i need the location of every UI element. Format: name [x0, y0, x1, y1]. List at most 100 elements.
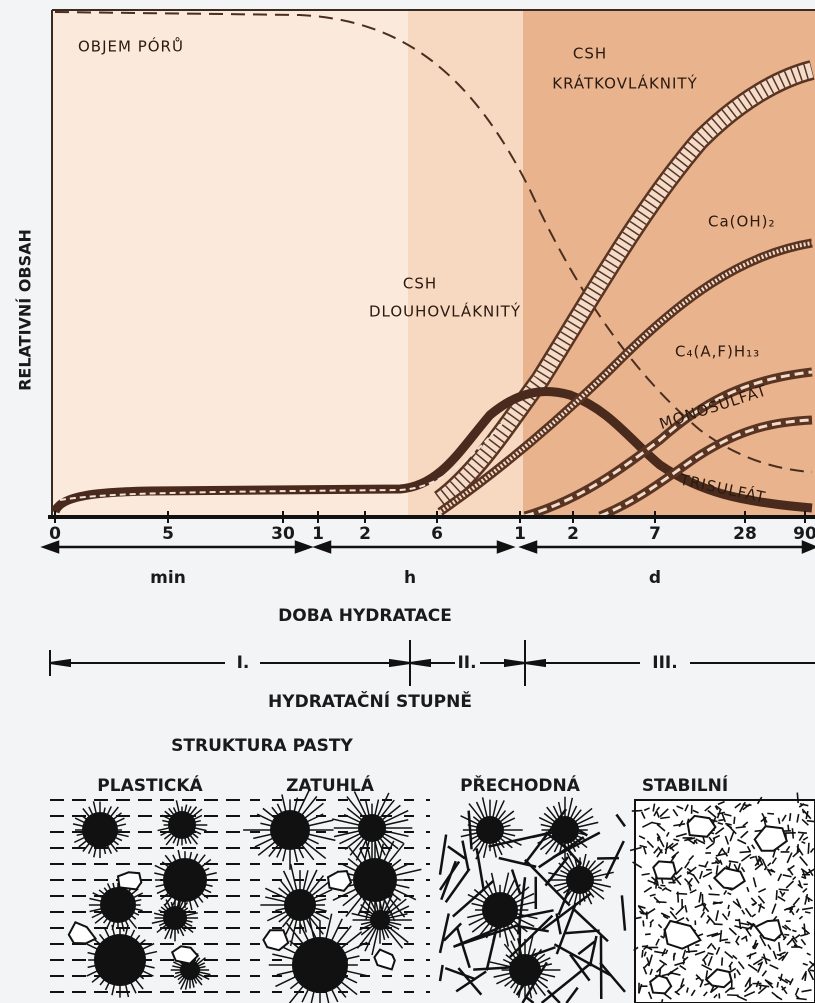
- fiber: [590, 936, 596, 966]
- fiber: [622, 895, 625, 930]
- structure-pictures: [50, 789, 815, 1003]
- fine-fiber: [727, 995, 739, 996]
- y-axis-label: RELATIVNÍ OBSAH: [16, 229, 35, 391]
- core: [476, 816, 504, 844]
- fine-fiber: [798, 832, 807, 833]
- structure-title: STRUKTURA PASTY: [171, 736, 353, 756]
- fine-fiber: [656, 882, 657, 888]
- tick-label: 0: [49, 524, 61, 544]
- fiber: [440, 965, 443, 981]
- pore-volume-label: OBJEM PÓRŮ: [78, 37, 184, 56]
- fiber: [564, 931, 599, 934]
- particle: [548, 853, 614, 905]
- fine-fiber: [740, 852, 751, 853]
- fine-fiber: [686, 951, 697, 952]
- core: [100, 887, 136, 923]
- core: [482, 892, 518, 928]
- particle: [154, 850, 216, 912]
- grain: [328, 871, 351, 891]
- time-axis-title: DOBA HYDRATACE: [278, 606, 452, 626]
- tick-label: 28: [733, 524, 757, 544]
- fine-fiber: [790, 813, 791, 821]
- grain: [653, 861, 676, 878]
- fine-fiber: [808, 843, 809, 854]
- fine-fiber: [713, 902, 721, 903]
- calcium-hydroxide-label: Ca(OH)₂: [708, 213, 775, 231]
- fine-fiber: [645, 934, 651, 935]
- grain: [69, 922, 96, 943]
- structure-label: PŘECHODNÁ: [460, 774, 581, 796]
- particle: [158, 800, 208, 846]
- core: [509, 954, 541, 986]
- fiber: [440, 835, 446, 875]
- fine-fiber: [797, 844, 798, 853]
- stages-title: HYDRATAČNÍ STUPNĚ: [268, 690, 472, 712]
- fine-fiber: [805, 912, 810, 913]
- csh-short-label: KRÁTKOVLÁKNITÝ: [552, 74, 698, 93]
- csh-long-label: DLOUHOVLÁKNITÝ: [369, 302, 521, 321]
- fine-fiber: [776, 890, 777, 900]
- stage-label: II.: [457, 653, 476, 673]
- tick-label: 6: [431, 524, 443, 544]
- fine-fiber: [676, 893, 687, 894]
- fiber: [616, 815, 625, 827]
- core: [353, 858, 397, 902]
- fine-fiber: [779, 889, 789, 890]
- diagram: OBJEM PÓRŮ CSH KRÁTKOVLÁKNITÝ CSH DLOUHO…: [0, 0, 815, 1003]
- core: [284, 889, 316, 921]
- stage-line: [50, 640, 815, 686]
- fine-fiber: [660, 885, 665, 886]
- c4afh13-label: C₄(A,F)H₁₃: [675, 343, 760, 361]
- fiber: [600, 963, 625, 992]
- fiber: [440, 914, 449, 953]
- fine-fiber: [746, 937, 747, 941]
- core: [163, 858, 207, 902]
- particle: [87, 925, 157, 998]
- tick-label: 30: [271, 524, 295, 544]
- fiber: [448, 846, 465, 858]
- stage-label: I.: [237, 653, 250, 673]
- fiber: [526, 997, 534, 1003]
- core: [551, 816, 579, 844]
- fine-fiber: [722, 957, 723, 965]
- grain: [118, 872, 141, 889]
- fine-fiber: [632, 811, 643, 812]
- core: [566, 866, 594, 894]
- particle: [243, 789, 335, 870]
- particle: [152, 896, 198, 941]
- unit-label: min: [150, 568, 186, 588]
- fiber: [462, 841, 468, 870]
- fine-fiber: [784, 935, 789, 936]
- fine-fiber: [767, 813, 774, 814]
- unit-label: d: [649, 568, 661, 588]
- fiber: [457, 927, 470, 968]
- fiber: [441, 861, 455, 899]
- structure-label: PLASTICKÁ: [97, 774, 203, 796]
- particle: [490, 935, 561, 999]
- core: [270, 810, 310, 850]
- fine-fiber: [728, 905, 729, 909]
- fine-fiber: [807, 821, 814, 822]
- fine-fiber: [728, 847, 729, 853]
- core: [94, 934, 146, 986]
- core: [370, 910, 390, 930]
- fine-fiber: [746, 805, 752, 806]
- fine-fiber: [788, 825, 789, 832]
- particle: [332, 791, 412, 860]
- fine-fiber: [709, 894, 720, 895]
- fine-fiber: [760, 985, 761, 990]
- fine-fiber: [643, 920, 644, 926]
- fine-fiber: [650, 923, 651, 927]
- fiber: [566, 988, 577, 1003]
- unit-arrows: [44, 542, 815, 552]
- csh-short-label: CSH: [573, 45, 607, 63]
- fine-fiber: [636, 917, 642, 918]
- tick-label: 7: [649, 524, 661, 544]
- tick-label: 1: [514, 524, 526, 544]
- structure-label: ZATUHLÁ: [286, 774, 375, 796]
- tick-label: 5: [162, 524, 174, 544]
- tick-label: 90: [793, 524, 815, 544]
- core: [168, 811, 196, 839]
- core: [163, 906, 187, 930]
- fine-fiber: [803, 809, 804, 813]
